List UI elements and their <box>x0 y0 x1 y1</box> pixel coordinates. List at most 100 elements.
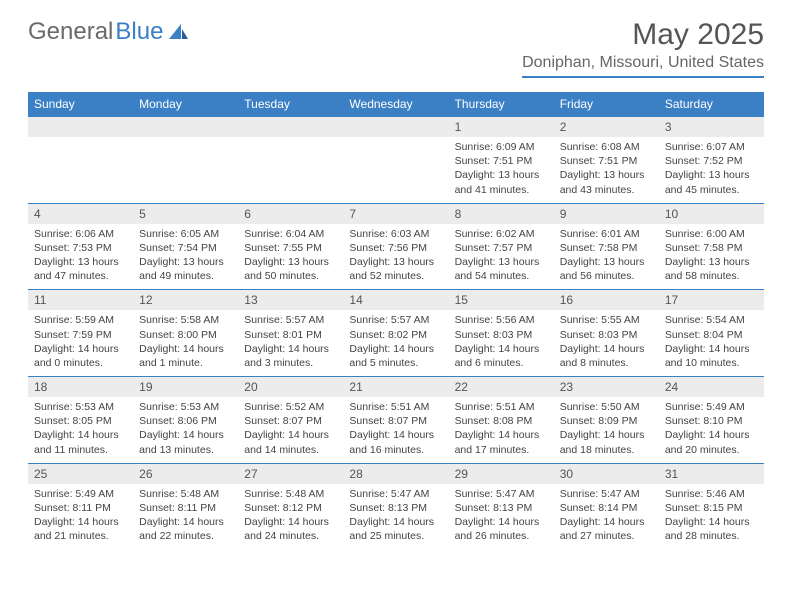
sunrise-text: Sunrise: 5:47 AM <box>455 487 548 501</box>
daylight-text: Daylight: 14 hours and 16 minutes. <box>349 428 442 456</box>
brand-part1: General <box>28 18 113 46</box>
calendar-table: SundayMondayTuesdayWednesdayThursdayFrid… <box>28 92 764 549</box>
day-number: 26 <box>133 463 238 484</box>
daylight-text: Daylight: 14 hours and 3 minutes. <box>244 342 337 370</box>
brand-logo: GeneralBlue <box>28 18 190 46</box>
day-number <box>28 117 133 138</box>
day-number: 3 <box>659 117 764 138</box>
title-block: May 2025 Doniphan, Missouri, United Stat… <box>522 18 764 78</box>
sunset-text: Sunset: 7:57 PM <box>455 241 548 255</box>
sunset-text: Sunset: 7:58 PM <box>560 241 653 255</box>
sunset-text: Sunset: 7:52 PM <box>665 154 758 168</box>
day-cell: Sunrise: 5:53 AMSunset: 8:05 PMDaylight:… <box>28 397 133 463</box>
sunrise-text: Sunrise: 5:56 AM <box>455 313 548 327</box>
sunset-text: Sunset: 8:13 PM <box>349 501 442 515</box>
month-title: May 2025 <box>522 18 764 52</box>
day-cell: Sunrise: 5:49 AMSunset: 8:10 PMDaylight:… <box>659 397 764 463</box>
daylight-text: Daylight: 13 hours and 58 minutes. <box>665 255 758 283</box>
sunset-text: Sunset: 8:00 PM <box>139 328 232 342</box>
sunrise-text: Sunrise: 6:06 AM <box>34 227 127 241</box>
day-cell: Sunrise: 6:06 AMSunset: 7:53 PMDaylight:… <box>28 224 133 290</box>
day-number: 17 <box>659 290 764 311</box>
sunrise-text: Sunrise: 5:53 AM <box>139 400 232 414</box>
day-cell <box>133 137 238 203</box>
sunset-text: Sunset: 8:06 PM <box>139 414 232 428</box>
day-number: 12 <box>133 290 238 311</box>
sunrise-text: Sunrise: 5:53 AM <box>34 400 127 414</box>
daylight-text: Daylight: 13 hours and 56 minutes. <box>560 255 653 283</box>
sunrise-text: Sunrise: 5:51 AM <box>455 400 548 414</box>
daynum-row: 18192021222324 <box>28 377 764 398</box>
day-number: 18 <box>28 377 133 398</box>
daylight-text: Daylight: 13 hours and 45 minutes. <box>665 168 758 196</box>
day-number: 21 <box>343 377 448 398</box>
weekday-header: Thursday <box>449 92 554 117</box>
sunset-text: Sunset: 8:11 PM <box>139 501 232 515</box>
day-number: 5 <box>133 203 238 224</box>
daylight-text: Daylight: 14 hours and 18 minutes. <box>560 428 653 456</box>
daylight-text: Daylight: 13 hours and 50 minutes. <box>244 255 337 283</box>
day-cell: Sunrise: 6:09 AMSunset: 7:51 PMDaylight:… <box>449 137 554 203</box>
sunrise-text: Sunrise: 5:59 AM <box>34 313 127 327</box>
day-number: 1 <box>449 117 554 138</box>
day-number: 23 <box>554 377 659 398</box>
sunset-text: Sunset: 8:07 PM <box>349 414 442 428</box>
sunrise-text: Sunrise: 5:57 AM <box>244 313 337 327</box>
sunset-text: Sunset: 7:55 PM <box>244 241 337 255</box>
day-cell: Sunrise: 5:47 AMSunset: 8:13 PMDaylight:… <box>343 484 448 550</box>
sunset-text: Sunset: 8:11 PM <box>34 501 127 515</box>
day-number <box>343 117 448 138</box>
day-number: 13 <box>238 290 343 311</box>
daynum-row: 45678910 <box>28 203 764 224</box>
sunset-text: Sunset: 8:01 PM <box>244 328 337 342</box>
day-number: 2 <box>554 117 659 138</box>
sunrise-text: Sunrise: 5:46 AM <box>665 487 758 501</box>
day-number: 6 <box>238 203 343 224</box>
day-number: 25 <box>28 463 133 484</box>
location-text: Doniphan, Missouri, United States <box>522 54 764 78</box>
day-number: 4 <box>28 203 133 224</box>
day-cell: Sunrise: 5:47 AMSunset: 8:13 PMDaylight:… <box>449 484 554 550</box>
weekday-header: Saturday <box>659 92 764 117</box>
day-number: 15 <box>449 290 554 311</box>
daylight-text: Daylight: 14 hours and 13 minutes. <box>139 428 232 456</box>
daynum-row: 123 <box>28 117 764 138</box>
sunrise-text: Sunrise: 6:02 AM <box>455 227 548 241</box>
sunset-text: Sunset: 7:56 PM <box>349 241 442 255</box>
day-data-row: Sunrise: 6:09 AMSunset: 7:51 PMDaylight:… <box>28 137 764 203</box>
day-cell: Sunrise: 5:53 AMSunset: 8:06 PMDaylight:… <box>133 397 238 463</box>
sunset-text: Sunset: 7:53 PM <box>34 241 127 255</box>
day-data-row: Sunrise: 5:49 AMSunset: 8:11 PMDaylight:… <box>28 484 764 550</box>
daylight-text: Daylight: 14 hours and 21 minutes. <box>34 515 127 543</box>
sunset-text: Sunset: 8:07 PM <box>244 414 337 428</box>
day-number: 29 <box>449 463 554 484</box>
sunrise-text: Sunrise: 5:48 AM <box>139 487 232 501</box>
day-cell: Sunrise: 6:00 AMSunset: 7:58 PMDaylight:… <box>659 224 764 290</box>
day-cell: Sunrise: 5:50 AMSunset: 8:09 PMDaylight:… <box>554 397 659 463</box>
day-number: 16 <box>554 290 659 311</box>
header: GeneralBlue May 2025 Doniphan, Missouri,… <box>0 0 792 84</box>
day-number: 8 <box>449 203 554 224</box>
brand-part2: Blue <box>115 18 163 46</box>
daylight-text: Daylight: 13 hours and 41 minutes. <box>455 168 548 196</box>
day-data-row: Sunrise: 6:06 AMSunset: 7:53 PM Daylight:… <box>28 224 764 290</box>
sunset-text: Sunset: 7:59 PM <box>34 328 127 342</box>
sunrise-text: Sunrise: 6:04 AM <box>244 227 337 241</box>
day-cell: Sunrise: 5:54 AMSunset: 8:04 PMDaylight:… <box>659 310 764 376</box>
day-number <box>133 117 238 138</box>
sunset-text: Sunset: 8:04 PM <box>665 328 758 342</box>
sail-icon <box>168 23 190 41</box>
sunrise-text: Sunrise: 5:49 AM <box>665 400 758 414</box>
sunrise-text: Sunrise: 5:50 AM <box>560 400 653 414</box>
day-cell: Sunrise: 6:04 AMSunset: 7:55 PMDaylight:… <box>238 224 343 290</box>
sunset-text: Sunset: 8:03 PM <box>560 328 653 342</box>
sunrise-text: Sunrise: 5:51 AM <box>349 400 442 414</box>
day-cell: Sunrise: 6:03 AMSunset: 7:56 PMDaylight:… <box>343 224 448 290</box>
daylight-text: Daylight: 14 hours and 10 minutes. <box>665 342 758 370</box>
sunrise-text: Sunrise: 6:08 AM <box>560 140 653 154</box>
day-cell: Sunrise: 5:51 AMSunset: 8:08 PMDaylight:… <box>449 397 554 463</box>
daylight-text: Daylight: 14 hours and 8 minutes. <box>560 342 653 370</box>
sunrise-text: Sunrise: 5:54 AM <box>665 313 758 327</box>
day-cell: Sunrise: 5:47 AMSunset: 8:14 PMDaylight:… <box>554 484 659 550</box>
sunset-text: Sunset: 8:13 PM <box>455 501 548 515</box>
